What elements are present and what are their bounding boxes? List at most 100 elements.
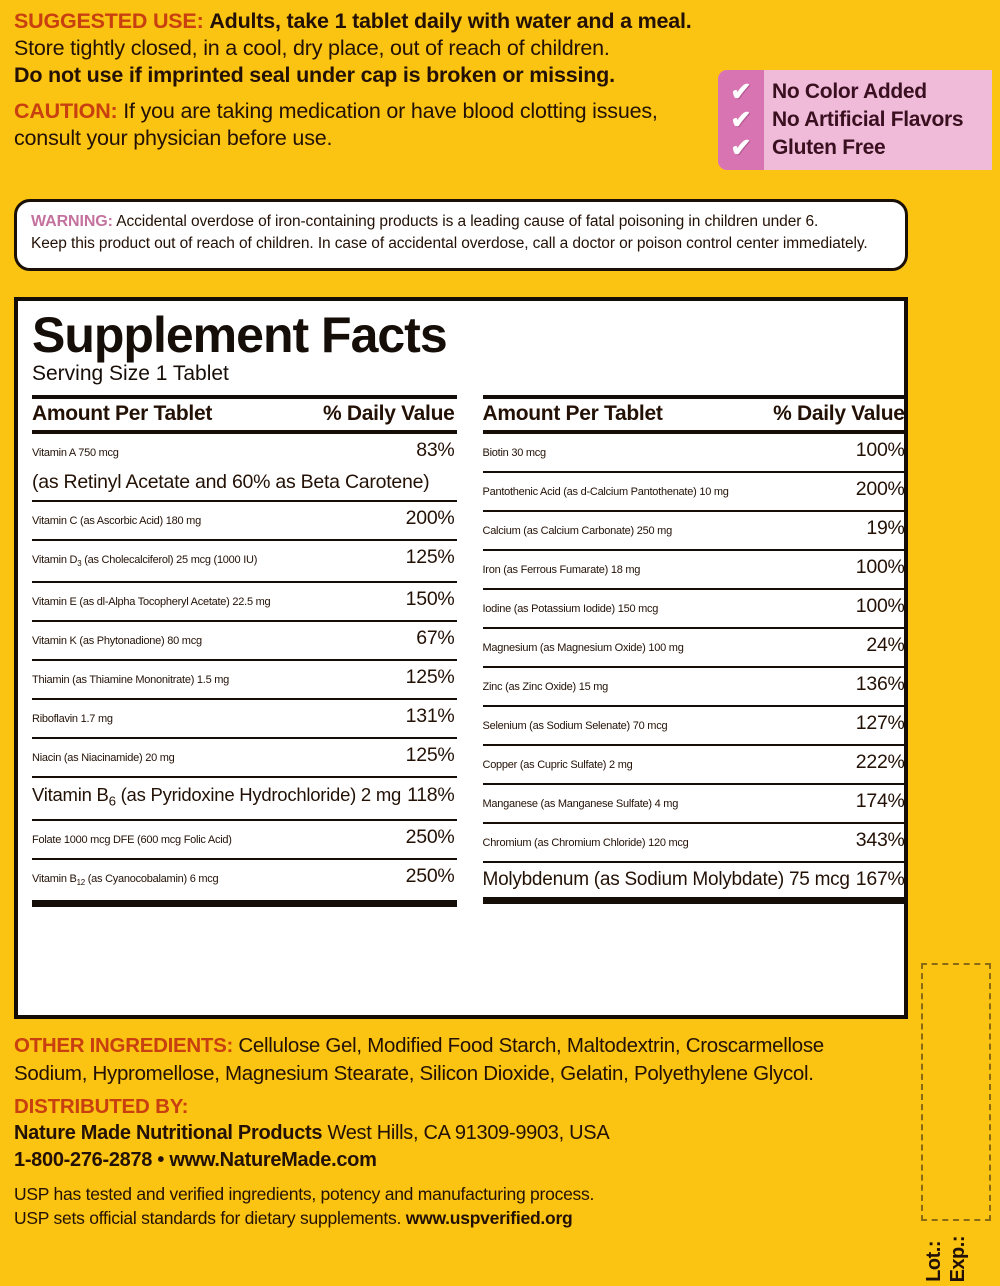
check-icon: ✔ bbox=[730, 78, 752, 106]
nutrient-row: Selenium (as Sodium Selenate) 70 mcg 127% bbox=[483, 707, 907, 744]
rule bbox=[482, 666, 907, 668]
rule bbox=[482, 430, 907, 434]
claim-item: No Artificial Flavors bbox=[772, 108, 964, 131]
nutrient-row: Copper (as Cupric Sulfate) 2 mg 222% bbox=[483, 746, 907, 783]
rule bbox=[32, 698, 457, 701]
warning-text-2: Keep this product out of reach of childr… bbox=[31, 235, 868, 252]
nutrient-name: Chromium (as Chromium Chloride) 120 mcg bbox=[482, 837, 689, 849]
bottom-info-block: OTHER INGREDIENTS: Cellulose Gel, Modifi… bbox=[14, 1032, 914, 1230]
nutrient-daily-value: 100% bbox=[855, 556, 905, 578]
nutrient-daily-value: 250% bbox=[405, 864, 455, 887]
nutrient-name: Folate 1000 mcg DFE (600 mcg Folic Acid) bbox=[32, 833, 232, 846]
distributor-company: Nature Made Nutritional Products bbox=[14, 1122, 323, 1144]
nutrient-name: Vitamin B12 (as Cyanocobalamin) 6 mcg bbox=[32, 872, 219, 888]
nutrient-name: Vitamin B6 (as Pyridoxine Hydrochloride)… bbox=[32, 784, 402, 809]
rule bbox=[482, 588, 907, 590]
nutrient-row: Niacin (as Niacinamide) 20 mg 125% bbox=[32, 739, 457, 776]
storage-text: Store tightly closed, in a cool, dry pla… bbox=[14, 36, 610, 60]
distributor-line: Nature Made Nutritional Products West Hi… bbox=[14, 1120, 914, 1147]
nutrient-subtext: (as Retinyl Acetate and 60% as Beta Caro… bbox=[32, 471, 430, 493]
nutrient-daily-value: 118% bbox=[407, 784, 455, 807]
other-ingredients-text-2: Sodium, Hypromellose, Magnesium Stearate… bbox=[14, 1062, 814, 1085]
claim-item: Gluten Free bbox=[772, 136, 886, 159]
nutrient-name: Vitamin E (as dl-Alpha Tocopheryl Acetat… bbox=[32, 596, 271, 609]
nutrient-daily-value: 131% bbox=[405, 705, 455, 728]
nutrient-row: Vitamin A 750 mcg 83% bbox=[32, 434, 457, 471]
nutrient-daily-value: 83% bbox=[416, 439, 455, 461]
rule bbox=[482, 744, 907, 746]
distributor-contact[interactable]: 1-800-276-2878 • www.NatureMade.com bbox=[14, 1147, 914, 1174]
check-icon: ✔ bbox=[730, 106, 752, 134]
distributed-by-label: DISTRIBUTED BY: bbox=[14, 1095, 189, 1118]
rule bbox=[32, 776, 457, 779]
nutrient-name: Riboflavin 1.7 mg bbox=[32, 713, 113, 726]
nutrient-daily-value: 200% bbox=[405, 507, 455, 529]
nutrient-row: Iron (as Ferrous Fumarate) 18 mg 100% bbox=[483, 551, 907, 588]
exp-label: Exp.: bbox=[947, 1235, 969, 1282]
claims-check-strip: ✔ ✔ ✔ bbox=[718, 70, 764, 170]
nutrient-row: Chromium (as Chromium Chloride) 120 mcg 3… bbox=[483, 824, 907, 861]
nutrition-column-right: Amount Per Tablet % Daily Value Biotin 3… bbox=[482, 395, 907, 907]
rule bbox=[482, 395, 907, 399]
other-ingredients-text-1: Cellulose Gel, Modified Food Starch, Mal… bbox=[238, 1034, 824, 1057]
nutrient-row: Riboflavin 1.7 mg 131% bbox=[32, 700, 457, 737]
nutrient-row: Biotin 30 mcg 100% bbox=[483, 434, 907, 471]
nutrient-name: Vitamin K (as Phytonadione) 80 mcg bbox=[32, 635, 202, 648]
nutrient-daily-value: 100% bbox=[855, 595, 905, 617]
nutrient-row: Thiamin (as Thiamine Mononitrate) 1.5 mg… bbox=[32, 661, 457, 698]
supplement-facts-panel: Supplement Facts Serving Size 1 Tablet A… bbox=[14, 297, 908, 1019]
nutrition-column-left: Amount Per Tablet % Daily Value Vitamin … bbox=[32, 395, 457, 908]
nutrient-row: Molybdenum (as Sodium Molybdate) 75 mcg 1… bbox=[483, 863, 907, 897]
nutrient-name: Zinc (as Zinc Oxide) 15 mg bbox=[482, 681, 609, 693]
rule bbox=[32, 857, 457, 860]
distributor-address: West Hills, CA 91309-9903, USA bbox=[322, 1122, 610, 1144]
rule bbox=[32, 500, 457, 502]
nutrient-rows-left: Vitamin A 750 mcg 83% (as Retinyl Acetate … bbox=[32, 434, 457, 900]
nutrient-name: Biotin 30 mcg bbox=[482, 447, 547, 459]
rule bbox=[482, 897, 907, 904]
rule bbox=[482, 822, 907, 824]
nutrient-daily-value: 125% bbox=[405, 666, 455, 689]
nutrient-daily-value: 150% bbox=[405, 588, 455, 611]
rule bbox=[32, 430, 457, 434]
nutrient-row: Vitamin B12 (as Cyanocobalamin) 6 mcg 250… bbox=[32, 860, 457, 900]
nutrient-row: Folate 1000 mcg DFE (600 mcg Folic Acid)… bbox=[32, 821, 457, 858]
nutrient-name: Niacin (as Niacinamide) 20 mg bbox=[32, 752, 175, 765]
nutrient-name: Molybdenum (as Sodium Molybdate) 75 mcg bbox=[482, 869, 850, 890]
nutrient-row: Pantothenic Acid (as d-Calcium Pantothen… bbox=[483, 473, 907, 510]
nutrient-name: Magnesium (as Magnesium Oxide) 100 mg bbox=[482, 642, 684, 654]
rule bbox=[482, 627, 907, 629]
usp-url[interactable]: www.uspverified.org bbox=[405, 1208, 573, 1228]
check-icon: ✔ bbox=[730, 134, 752, 162]
usp-text-1: USP has tested and verified ingredients,… bbox=[14, 1184, 595, 1204]
nutrient-row: Vitamin D3 (as Cholecalciferol) 25 mcg (… bbox=[32, 541, 457, 581]
rule bbox=[482, 705, 907, 707]
supplement-facts-title: Supplement Facts bbox=[32, 307, 448, 363]
nutrient-name: Calcium (as Calcium Carbonate) 250 mg bbox=[482, 525, 673, 537]
rule bbox=[32, 737, 457, 740]
amount-header: Amount Per Tablet bbox=[482, 402, 663, 425]
claim-item: No Color Added bbox=[772, 80, 927, 103]
warning-text-1: Accidental overdose of iron-containing p… bbox=[116, 213, 819, 230]
rule bbox=[32, 581, 457, 584]
nutrient-daily-value: 125% bbox=[405, 744, 455, 767]
amount-header: Amount Per Tablet bbox=[32, 402, 213, 425]
nutrient-name: Pantothenic Acid (as d-Calcium Pantothen… bbox=[482, 486, 729, 498]
suggested-use-label: SUGGESTED USE: bbox=[14, 9, 204, 33]
nutrient-name: Vitamin A 750 mcg bbox=[32, 447, 119, 459]
daily-value-header: % Daily Value bbox=[773, 402, 905, 425]
nutrient-daily-value: 343% bbox=[855, 829, 905, 851]
distributor-contact-text[interactable]: 1-800-276-2878 • www.NatureMade.com bbox=[14, 1149, 377, 1171]
nutrient-daily-value: 19% bbox=[866, 517, 905, 539]
seal-text: Do not use if imprinted seal under cap i… bbox=[14, 63, 615, 87]
nutrient-name: Vitamin D3 (as Cholecalciferol) 25 mcg (… bbox=[32, 554, 258, 569]
rule bbox=[32, 900, 457, 908]
caution-text-1: If you are taking medication or have blo… bbox=[123, 99, 658, 123]
usp-text-2: USP sets official standards for dietary … bbox=[14, 1208, 406, 1228]
nutrient-daily-value: 250% bbox=[405, 825, 455, 848]
rule bbox=[32, 818, 457, 821]
rule bbox=[482, 549, 907, 551]
nutrient-daily-value: 167% bbox=[855, 868, 905, 890]
nutrient-daily-value: 174% bbox=[855, 790, 905, 812]
product-claims-badge: ✔ ✔ ✔ No Color Added No Artificial Flavo… bbox=[718, 70, 992, 170]
